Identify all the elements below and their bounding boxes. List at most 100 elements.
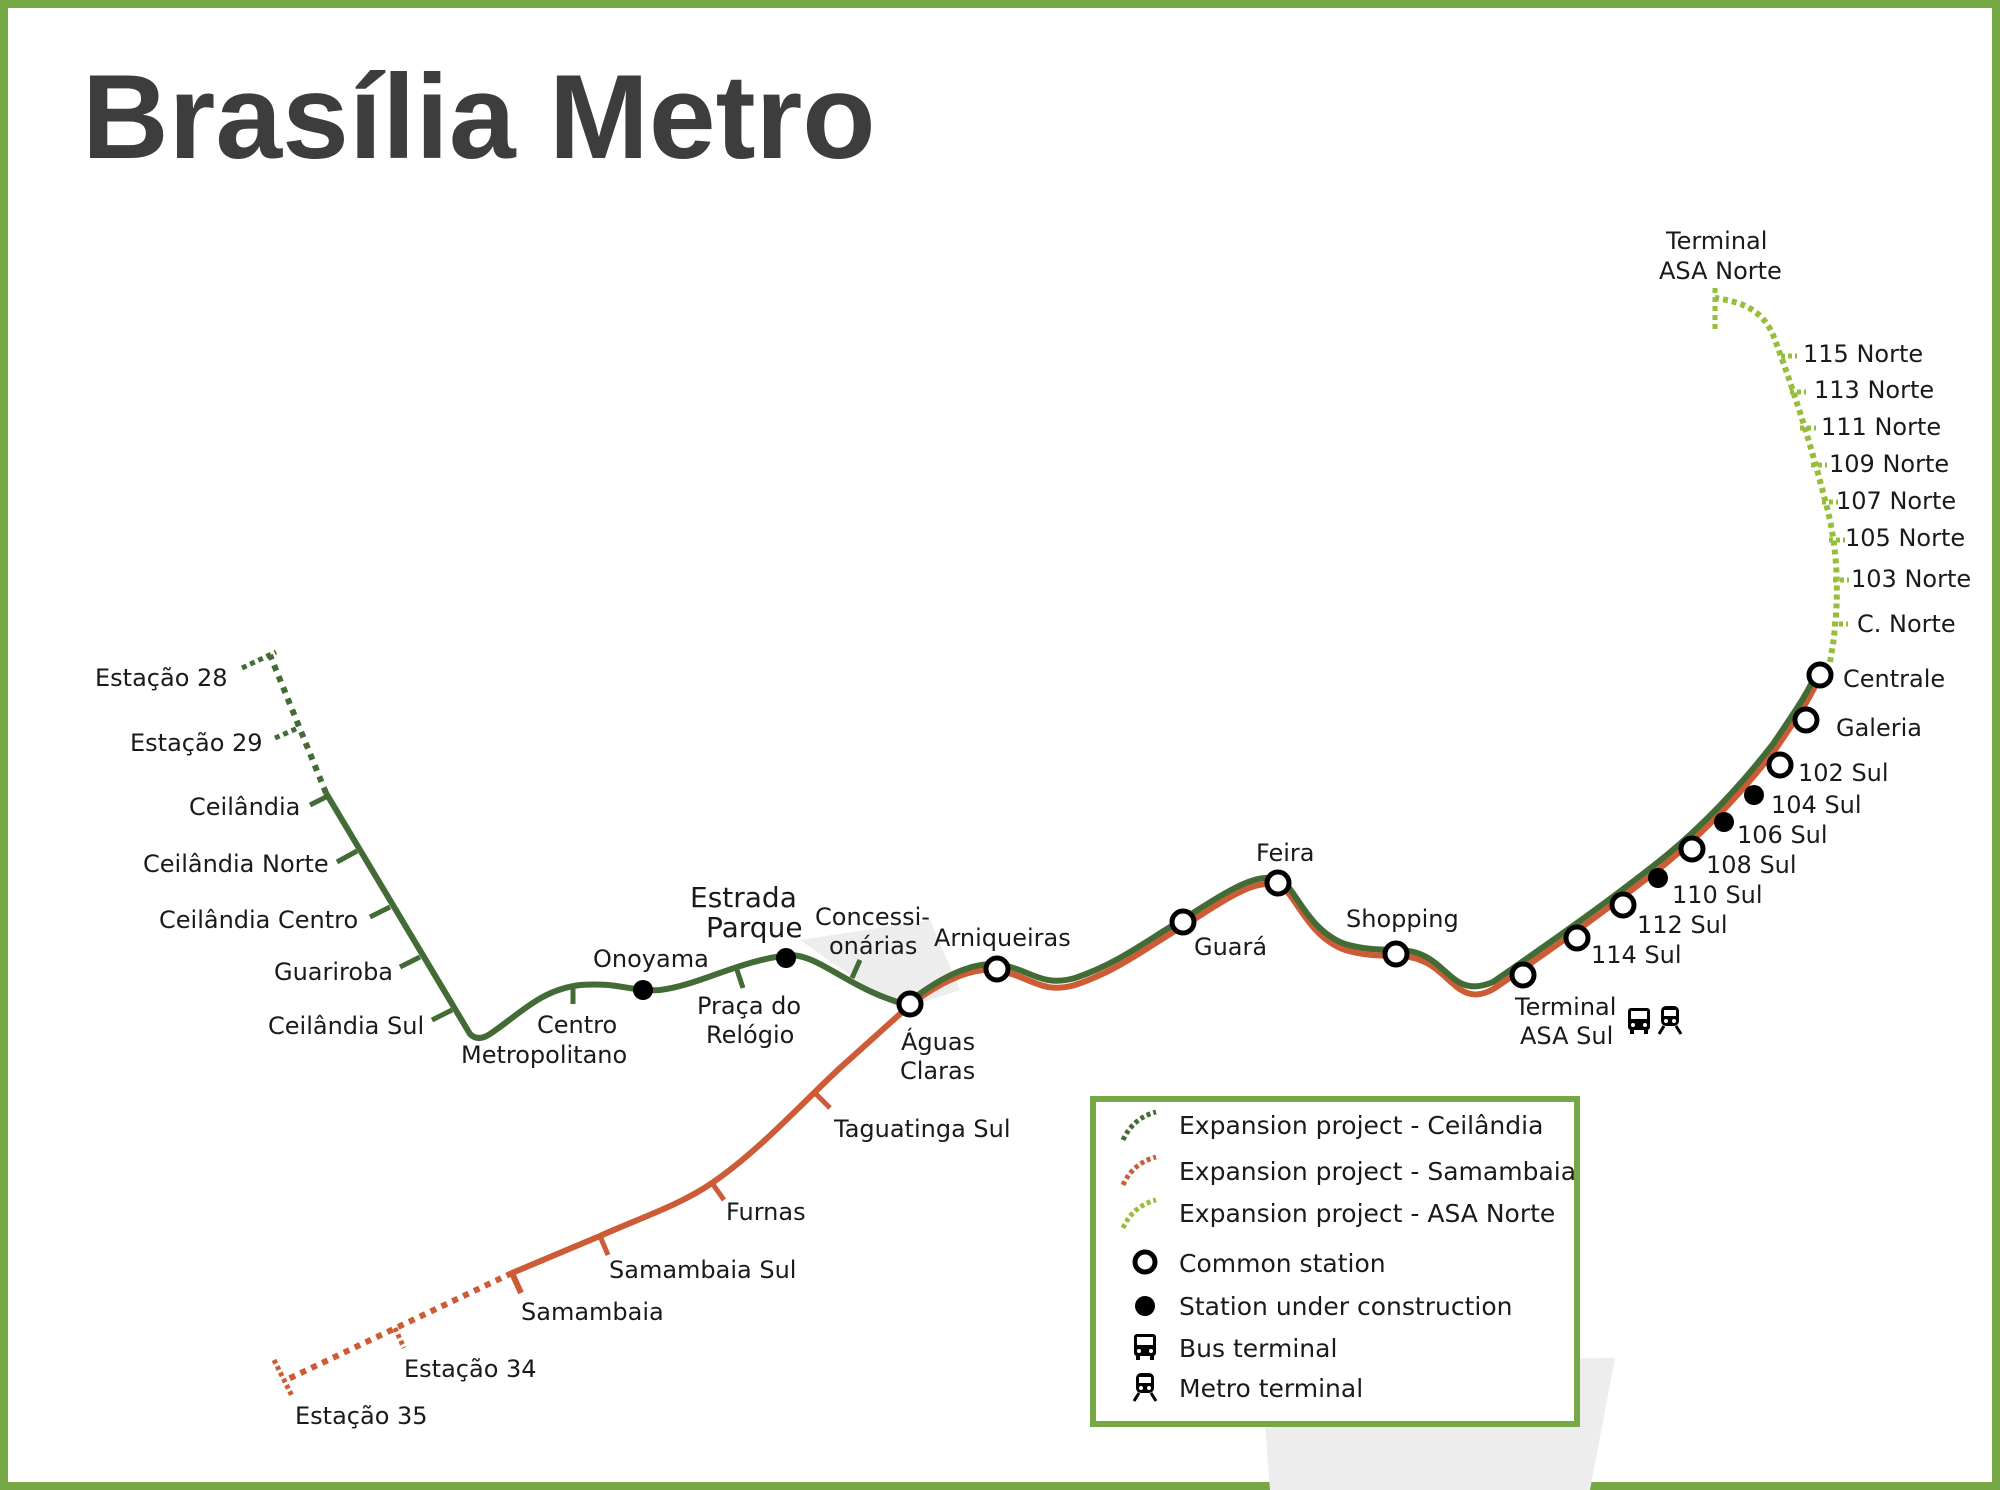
samambaia-expansion-line bbox=[284, 1270, 514, 1383]
label-aguas-claras-1: Águas bbox=[901, 1027, 975, 1056]
tick-estacao-29 bbox=[274, 725, 299, 741]
label-107-norte: 107 Norte bbox=[1836, 487, 1956, 515]
label-108-sul: 108 Sul bbox=[1706, 851, 1797, 879]
station-terminal-asa-sul[interactable] bbox=[1509, 961, 1537, 989]
legend-bus-icon bbox=[1134, 1334, 1156, 1360]
station-arniqueiras[interactable] bbox=[983, 955, 1011, 983]
tick-furnas bbox=[709, 1181, 727, 1202]
tick-ceilandia-centro bbox=[368, 904, 392, 920]
trunk-line-orange bbox=[908, 673, 1823, 1008]
label-115-norte: 115 Norte bbox=[1803, 340, 1923, 368]
label-centrale: Centrale bbox=[1843, 665, 1945, 693]
legend-label-under-construction: Station under construction bbox=[1179, 1292, 1512, 1321]
legend-label-asa-norte: Expansion project - ASA Norte bbox=[1179, 1199, 1555, 1228]
station-108-sul[interactable] bbox=[1678, 835, 1706, 863]
station-feira[interactable] bbox=[1264, 869, 1292, 897]
dashed-orange-line-icon bbox=[1120, 1154, 1157, 1187]
station-guara[interactable] bbox=[1169, 908, 1197, 936]
station-galeria[interactable] bbox=[1792, 706, 1820, 734]
label-terminal-asa-sul-1: Terminal bbox=[1514, 993, 1616, 1021]
tick-praca-relogio bbox=[734, 969, 746, 989]
ceilandia-expansion-line bbox=[267, 653, 329, 795]
label-shopping: Shopping bbox=[1346, 905, 1459, 933]
station-104-sul[interactable] bbox=[1744, 785, 1764, 805]
label-estacao-29: Estação 29 bbox=[130, 729, 263, 757]
label-estacao-34: Estação 34 bbox=[404, 1355, 537, 1383]
label-estrada-parque-2: Parque bbox=[706, 911, 803, 944]
tick-samambaia-sul bbox=[597, 1235, 611, 1256]
label-praca-relogio-2: Relógio bbox=[706, 1021, 794, 1049]
trunk-line-green bbox=[908, 667, 1821, 1004]
label-furnas: Furnas bbox=[726, 1198, 806, 1226]
dashed-light-green-line-icon bbox=[1120, 1197, 1157, 1230]
station-106-sul[interactable] bbox=[1714, 812, 1734, 832]
legend-train-icon bbox=[1132, 1373, 1158, 1402]
label-105-norte: 105 Norte bbox=[1845, 524, 1965, 552]
station-shopping[interactable] bbox=[1382, 940, 1410, 968]
label-113-norte: 113 Norte bbox=[1814, 376, 1934, 404]
ring-icon bbox=[1132, 1249, 1158, 1275]
label-ceilandia-norte: Ceilândia Norte bbox=[143, 850, 329, 878]
legend-label-samambaia: Expansion project - Samambaia bbox=[1179, 1157, 1576, 1186]
label-c-norte: C. Norte bbox=[1857, 610, 1956, 638]
station-onoyama[interactable] bbox=[633, 980, 653, 1000]
tick-taguatinga-sul bbox=[813, 1091, 832, 1110]
label-ceilandia-centro: Ceilândia Centro bbox=[159, 906, 358, 934]
label-arniqueiras: Arniqueiras bbox=[934, 924, 1071, 952]
station-112-sul[interactable] bbox=[1609, 891, 1637, 919]
label-114-sul: 114 Sul bbox=[1591, 941, 1682, 969]
tick-estacao-35 bbox=[271, 1358, 295, 1398]
label-praca-relogio-1: Praça do bbox=[697, 992, 801, 1020]
label-taguatinga-sul: Taguatinga Sul bbox=[833, 1115, 1011, 1143]
label-106-sul: 106 Sul bbox=[1737, 821, 1828, 849]
asa-norte-expansion-line bbox=[1714, 295, 1840, 663]
station-114-sul[interactable] bbox=[1563, 924, 1591, 952]
tick-ceilandia bbox=[308, 792, 332, 808]
label-103-norte: 103 Norte bbox=[1851, 565, 1971, 593]
tick-estacao-28 bbox=[240, 649, 278, 671]
label-109-norte: 109 Norte bbox=[1829, 450, 1949, 478]
label-estacao-35: Estação 35 bbox=[295, 1402, 428, 1430]
label-ceilandia-sul: Ceilândia Sul bbox=[268, 1012, 424, 1040]
station-centrale[interactable] bbox=[1806, 661, 1834, 689]
tick-estacao-34 bbox=[392, 1326, 407, 1350]
label-onoyama: Onoyama bbox=[593, 945, 709, 973]
label-centro-metropolitano-1: Centro bbox=[537, 1011, 617, 1039]
label-terminal-asa-sul-2: ASA Sul bbox=[1520, 1022, 1613, 1050]
label-112-sul: 112 Sul bbox=[1637, 911, 1728, 939]
label-terminal-asa-norte-2: ASA Norte bbox=[1659, 257, 1782, 285]
legend-label-bus-terminal: Bus terminal bbox=[1179, 1334, 1337, 1363]
tick-ceilandia-norte bbox=[335, 848, 359, 865]
label-samambaia: Samambaia bbox=[521, 1298, 664, 1326]
label-aguas-claras-2: Claras bbox=[900, 1057, 975, 1085]
label-guariroba: Guariroba bbox=[274, 958, 393, 986]
station-aguas-claras[interactable] bbox=[896, 990, 924, 1018]
dot-icon bbox=[1135, 1296, 1155, 1316]
label-concessionarias-1: Concessi- bbox=[815, 903, 930, 931]
label-111-norte: 111 Norte bbox=[1821, 413, 1941, 441]
label-estacao-28: Estação 28 bbox=[95, 664, 228, 692]
station-estrada-parque[interactable] bbox=[776, 948, 796, 968]
label-102-sul: 102 Sul bbox=[1798, 759, 1889, 787]
station-ticks bbox=[240, 353, 1849, 1398]
label-concessionarias-2: onárias bbox=[829, 932, 917, 960]
legend: Expansion project - Ceilândia Expansion … bbox=[1090, 1096, 1580, 1427]
label-centro-metropolitano-2: Metropolitano bbox=[461, 1041, 627, 1069]
label-samambaia-sul: Samambaia Sul bbox=[609, 1256, 796, 1284]
station-102-sul[interactable] bbox=[1766, 751, 1794, 779]
station-110-sul[interactable] bbox=[1648, 868, 1668, 888]
label-terminal-asa-norte-1: Terminal bbox=[1665, 227, 1767, 255]
map-title: Brasília Metro bbox=[82, 50, 876, 184]
background-shape bbox=[800, 920, 960, 1010]
tick-samambaia bbox=[509, 1271, 524, 1295]
tick-guariroba bbox=[398, 954, 422, 970]
tick-ceilandia-sul bbox=[430, 1007, 454, 1023]
train-icon bbox=[1657, 1006, 1683, 1035]
station-labels: Estação 28 Estação 29 Ceilândia Ceilândi… bbox=[95, 227, 1971, 1430]
label-guara: Guará bbox=[1194, 933, 1267, 961]
legend-label-common-station: Common station bbox=[1179, 1249, 1386, 1278]
legend-label-metro-terminal: Metro terminal bbox=[1179, 1374, 1363, 1403]
tick-concessionarias bbox=[849, 958, 863, 980]
